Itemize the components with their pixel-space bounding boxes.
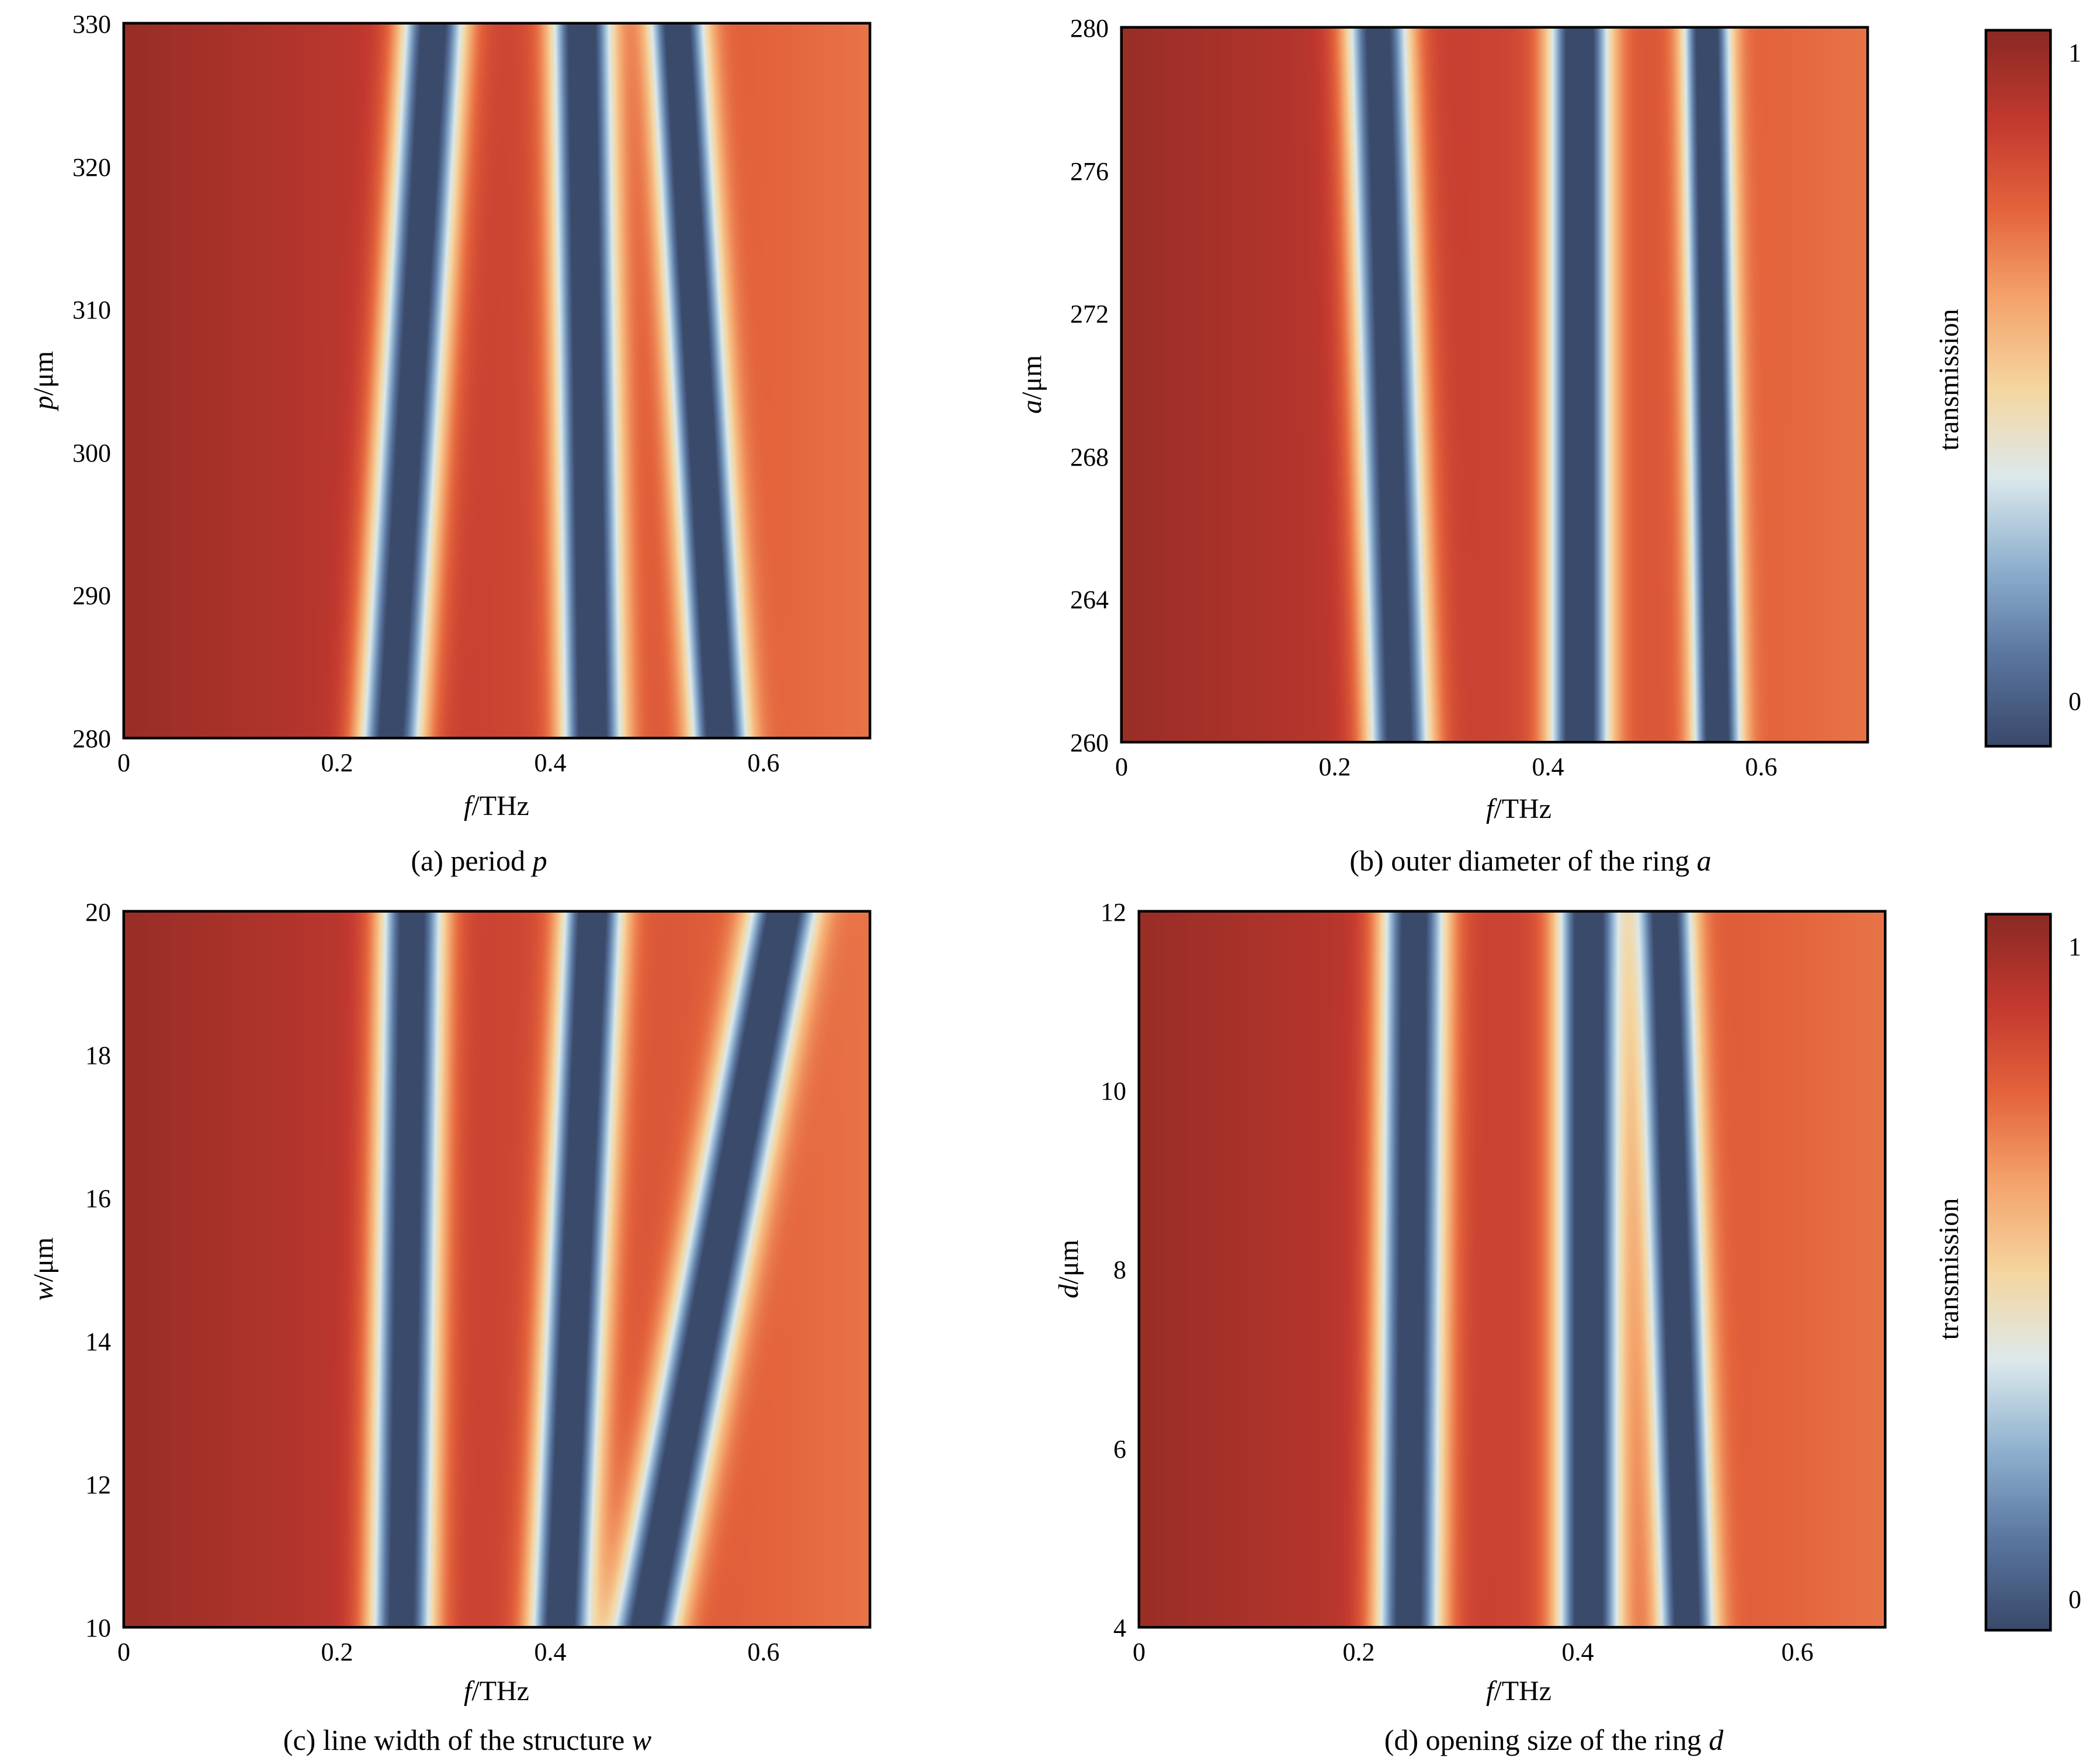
panel-c: 10 12 14 16 18 20 0 0.2 0.4 0.6 f/THz w/… (28, 898, 872, 1756)
panel-c-xtick: 0.4 (534, 1638, 567, 1666)
panel-b-xtick: 0 (1115, 753, 1128, 781)
panel-b-ylabel: a/μm (1016, 355, 1047, 414)
panel-c-heatmap (125, 913, 869, 1626)
panel-a-caption: (a) period p (411, 844, 547, 877)
panel-b-ytick: 268 (1070, 443, 1109, 471)
panel-a-xtick: 0 (117, 748, 130, 777)
panel-c-xlabel: f/THz (464, 1676, 529, 1707)
colorbar-top: 1 0 transmission (1934, 29, 2081, 748)
colorbar-top-frame (1984, 29, 2052, 748)
colorbar-bottom-label: transmission (1934, 1198, 1964, 1340)
colorbar-bottom-min-label: 0 (2068, 1585, 2081, 1614)
panel-c-ytick: 20 (85, 898, 111, 927)
panel-b-xtick: 0.4 (1532, 753, 1564, 781)
panel-a-xlabel: f/THz (464, 790, 529, 821)
colorbar-top-max-label: 1 (2068, 39, 2081, 67)
panel-a-ytick: 320 (72, 153, 111, 182)
panel-a-ytick: 290 (72, 581, 111, 610)
panel-a-xtick: 0.6 (748, 748, 780, 777)
colorbar-bottom: 1 0 transmission (1934, 913, 2081, 1632)
panel-b-xtick: 0.6 (1745, 753, 1778, 781)
panel-d-ytick: 10 (1101, 1077, 1126, 1105)
panel-c-xtick: 0.6 (748, 1638, 780, 1666)
panel-d-xlabel: f/THz (1486, 1676, 1551, 1707)
colorbar-bottom-gradient (1987, 916, 2049, 1629)
colorbar-bottom-frame (1984, 913, 2052, 1632)
panel-b-heatmap (1123, 29, 1866, 741)
panel-d-plot-frame (1137, 910, 1887, 1629)
panel-c-ytick: 12 (85, 1471, 111, 1499)
panel-a-ylabel: p/μm (28, 351, 59, 411)
panel-d-caption: (d) opening size of the ring d (1384, 1724, 1724, 1756)
colorbar-top-label: transmission (1934, 309, 1964, 451)
panel-a-ytick: 300 (72, 439, 111, 467)
panel-a-ytick: 330 (72, 10, 111, 39)
panel-a-ytick: 310 (72, 296, 111, 324)
panel-c-ytick: 10 (85, 1614, 111, 1642)
panel-d-ytick: 12 (1101, 898, 1126, 927)
panel-d-ytick: 6 (1113, 1435, 1126, 1464)
panel-b-xtick: 0.2 (1319, 753, 1351, 781)
colorbar-top-gradient (1987, 32, 2049, 745)
panel-b: 260 264 268 272 276 280 0 0.2 0.4 0.6 f/… (1016, 14, 1869, 877)
panel-b-ytick: 276 (1070, 157, 1109, 186)
panel-d: 4 6 8 10 12 0 0.2 0.4 0.6 f/THz d/μm (d)… (1053, 898, 1887, 1756)
panel-b-caption: (b) outer diameter of the ring a (1349, 844, 1711, 877)
panel-a-ytick: 280 (72, 724, 111, 753)
panel-b-ytick: 280 (1070, 14, 1109, 43)
panel-d-xtick: 0.4 (1562, 1638, 1594, 1666)
panel-c-ytick: 14 (85, 1327, 111, 1356)
panel-c-ytick: 18 (85, 1041, 111, 1070)
panel-c-caption: (c) line width of the structure w (283, 1724, 651, 1756)
panel-b-ytick: 260 (1070, 729, 1109, 757)
panel-d-ytick: 4 (1113, 1614, 1126, 1642)
colorbar-bottom-max-label: 1 (2068, 932, 2081, 961)
panel-b-ytick: 264 (1070, 585, 1109, 614)
panel-d-heatmap (1140, 913, 1884, 1626)
panel-a-plot-frame (122, 22, 872, 740)
panel-a: 280 290 300 310 320 330 0 0.2 0.4 0.6 f/… (28, 10, 872, 877)
panel-b-ytick: 272 (1070, 300, 1109, 328)
panel-c-plot-frame (122, 910, 872, 1629)
panel-d-ylabel: d/μm (1053, 1240, 1084, 1298)
panel-d-xtick: 0.2 (1343, 1638, 1375, 1666)
panel-c-xtick: 0.2 (321, 1638, 353, 1666)
panel-c-ylabel: w/μm (28, 1237, 59, 1301)
panel-c-ytick: 16 (85, 1184, 111, 1213)
panel-b-plot-frame (1120, 26, 1869, 744)
panel-d-ytick: 8 (1113, 1256, 1126, 1284)
panel-a-xtick: 0.2 (321, 748, 353, 777)
colorbar-top-min-label: 0 (2068, 687, 2081, 716)
panel-d-xtick: 0.6 (1782, 1638, 1814, 1666)
panel-a-xtick: 0.4 (534, 748, 567, 777)
panel-a-heatmap (125, 25, 869, 737)
panel-d-xtick: 0 (1133, 1638, 1146, 1666)
panel-c-xtick: 0 (117, 1638, 130, 1666)
panel-b-xlabel: f/THz (1486, 793, 1551, 824)
